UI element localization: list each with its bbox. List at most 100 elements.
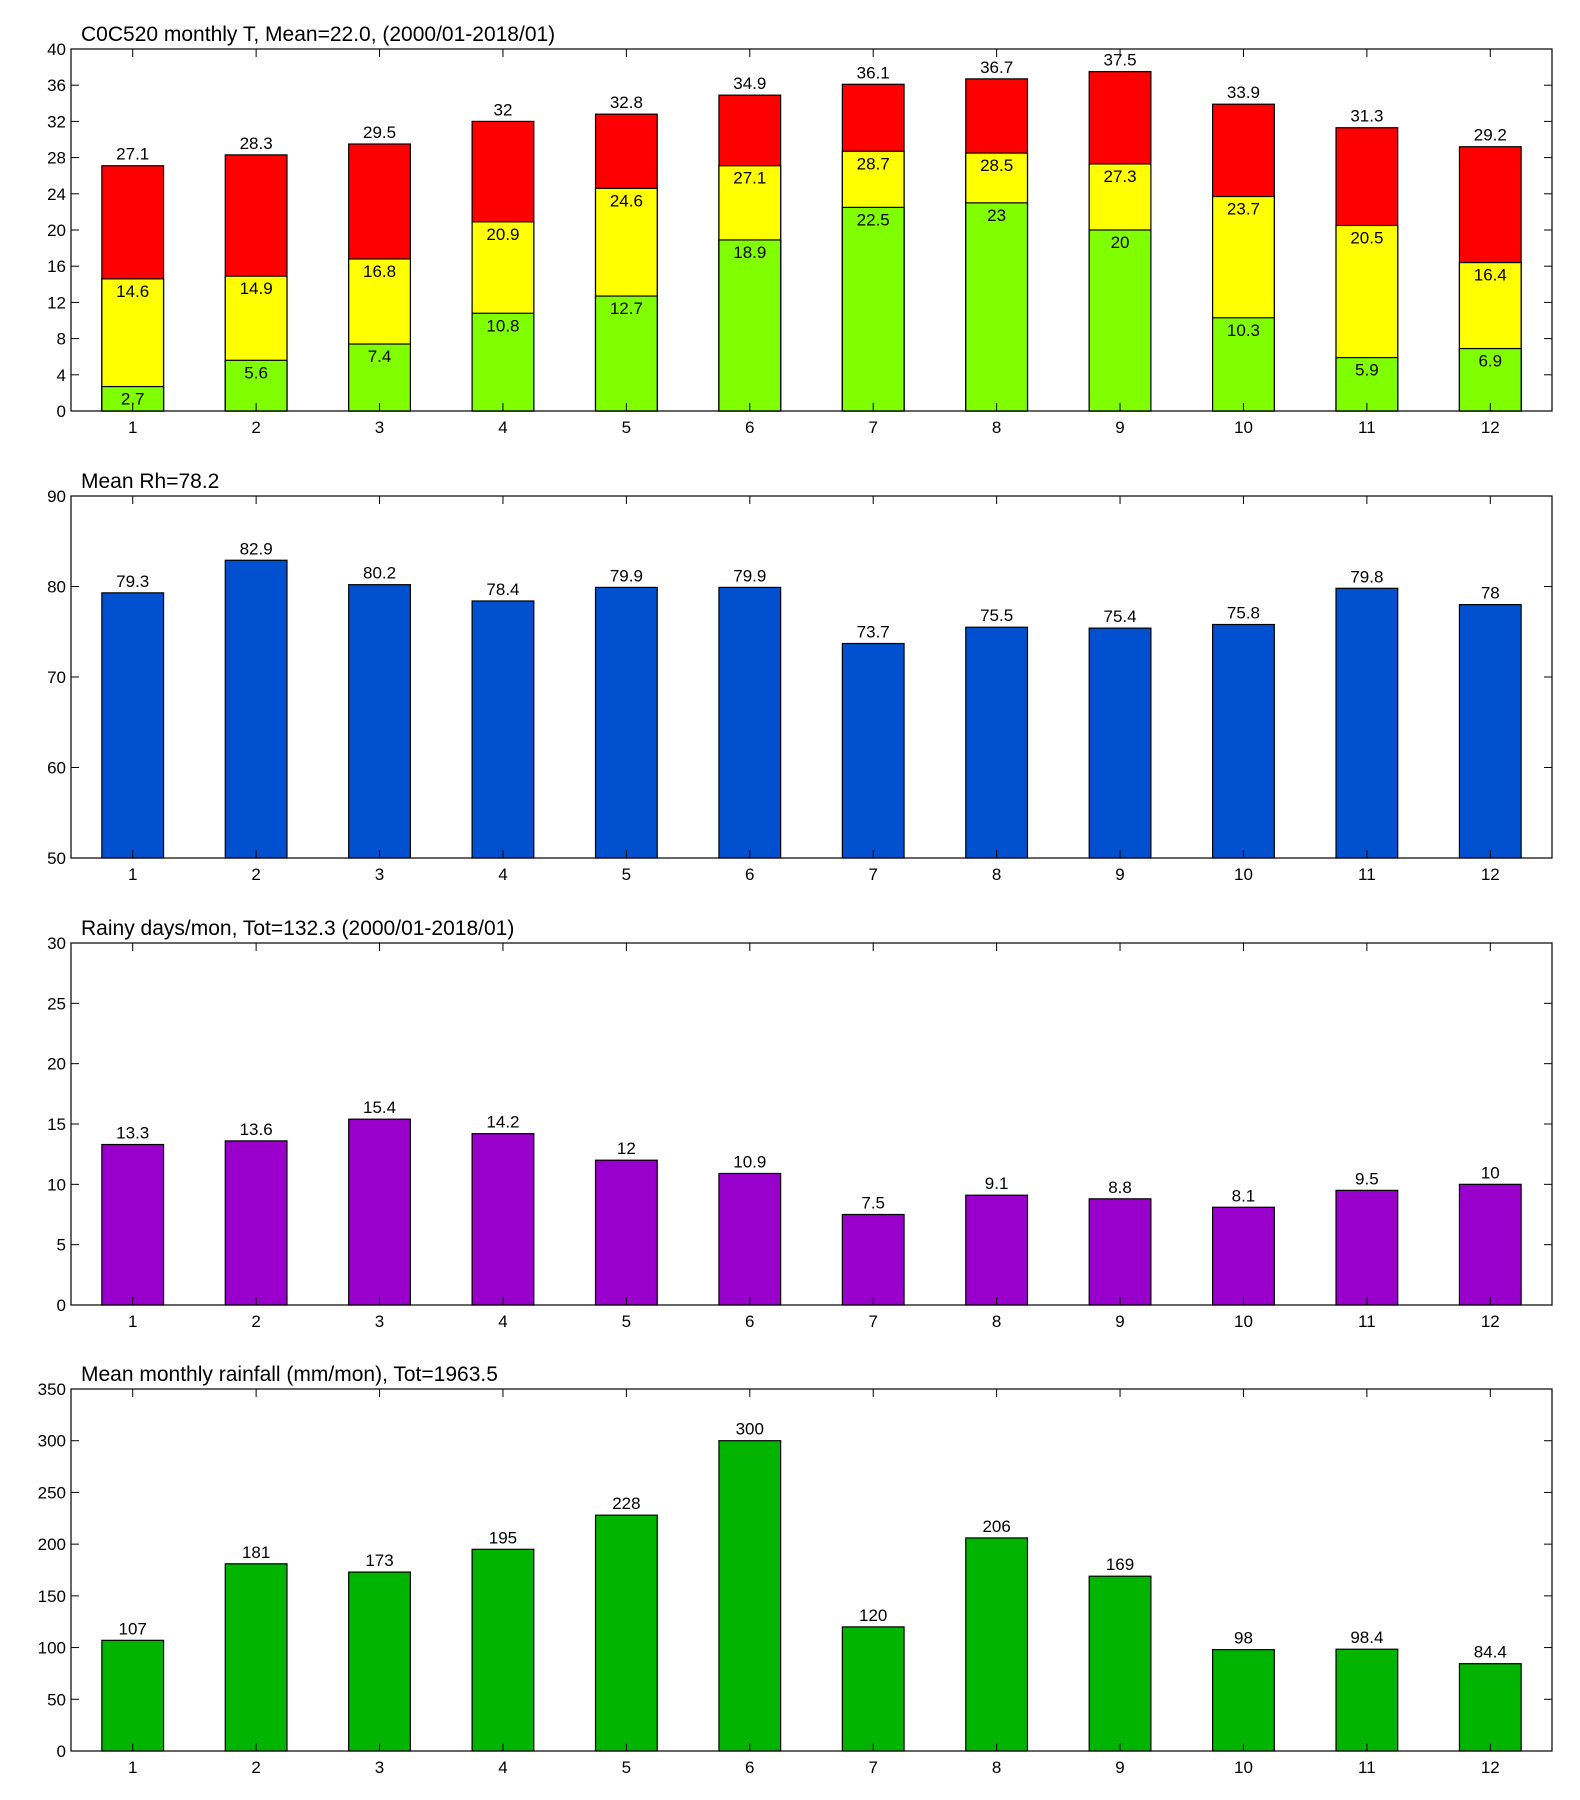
x-tick-label: 5 (622, 418, 631, 437)
y-tick-label: 250 (38, 1483, 66, 1502)
x-tick-label: 7 (868, 865, 877, 884)
x-tick-label: 10 (1234, 865, 1253, 884)
bar (101, 592, 165, 859)
x-tick-label: 3 (375, 1758, 384, 1777)
value-label: 84.4 (1474, 1643, 1507, 1662)
bar (471, 1548, 535, 1752)
x-tick-label: 10 (1234, 418, 1253, 437)
y-tick-label: 32 (47, 112, 66, 131)
value-label: 29.2 (1474, 126, 1507, 145)
bar (1458, 1183, 1522, 1306)
value-label: 16.4 (1474, 266, 1507, 285)
bar (1335, 357, 1399, 412)
bar (965, 1194, 1029, 1306)
value-label: 16.8 (363, 262, 396, 281)
bar (965, 202, 1029, 412)
value-label: 28.5 (980, 156, 1013, 175)
y-tick-label: 70 (47, 668, 66, 687)
x-tick-label: 8 (992, 1312, 1001, 1331)
x-tick-label: 2 (251, 1312, 260, 1331)
y-tick-label: 10 (47, 1175, 66, 1194)
x-tick-label: 6 (745, 1312, 754, 1331)
bar (718, 239, 782, 412)
value-label: 5.6 (244, 363, 268, 382)
bar (1088, 1575, 1152, 1752)
y-tick-label: 50 (47, 849, 66, 868)
bar (1212, 623, 1275, 859)
value-label: 79.3 (116, 572, 149, 591)
axes-frame (70, 942, 1553, 1306)
bar (1088, 1198, 1152, 1306)
bar (1212, 1206, 1275, 1306)
bar (841, 1626, 905, 1752)
x-tick-label: 7 (868, 1758, 877, 1777)
value-label: 10.9 (733, 1152, 766, 1171)
value-label: 23 (987, 206, 1006, 225)
value-label: 9.5 (1355, 1169, 1379, 1188)
bar (471, 1133, 535, 1306)
value-label: 12.7 (610, 299, 643, 318)
value-label: 7.5 (861, 1194, 885, 1213)
bar (1088, 229, 1152, 412)
y-tick-label: 12 (47, 293, 66, 312)
bar (348, 1118, 411, 1306)
value-label: 13.3 (116, 1124, 149, 1143)
x-tick-label: 11 (1358, 418, 1376, 437)
bar (224, 559, 288, 859)
value-label: 33.9 (1227, 83, 1260, 102)
value-label: 120 (859, 1606, 887, 1625)
value-label: 20.9 (486, 225, 519, 244)
x-tick-label: 6 (745, 865, 754, 884)
y-tick-label: 20 (47, 1055, 66, 1074)
value-label: 24.6 (610, 191, 643, 210)
bar (841, 642, 905, 859)
x-tick-label: 7 (868, 1312, 877, 1331)
value-label: 169 (1106, 1555, 1134, 1574)
x-tick-label: 1 (128, 865, 137, 884)
x-tick-label: 9 (1115, 865, 1124, 884)
value-label: 27.1 (116, 145, 149, 164)
value-label: 181 (242, 1543, 270, 1562)
bar (471, 600, 535, 859)
y-tick-label: 20 (47, 221, 66, 240)
axes-frame (70, 1388, 1553, 1752)
value-label: 13.6 (240, 1120, 273, 1139)
value-label: 5.9 (1355, 361, 1379, 380)
x-tick-label: 3 (375, 865, 384, 884)
value-label: 36.1 (857, 63, 890, 82)
value-label: 18.9 (733, 243, 766, 262)
bar (965, 626, 1029, 859)
value-label: 27.3 (1103, 167, 1136, 186)
value-label: 32 (493, 100, 512, 119)
value-label: 75.8 (1227, 604, 1260, 623)
x-tick-label: 2 (251, 418, 260, 437)
y-tick-label: 40 (47, 40, 66, 59)
value-label: 8.8 (1108, 1178, 1132, 1197)
bar (841, 1213, 905, 1306)
y-tick-label: 60 (47, 759, 66, 778)
value-label: 32.8 (610, 93, 643, 112)
axes-frame (70, 48, 1553, 412)
x-tick-label: 3 (375, 1312, 384, 1331)
bar (224, 359, 288, 412)
x-tick-label: 12 (1481, 1312, 1500, 1331)
bar (224, 1140, 288, 1306)
x-tick-label: 6 (745, 1758, 754, 1777)
value-label: 27.1 (733, 169, 766, 188)
axes-frame (70, 495, 1553, 859)
y-tick-label: 90 (47, 487, 66, 506)
bar (101, 1143, 165, 1306)
value-label: 9.1 (985, 1174, 1009, 1193)
value-label: 79.9 (733, 566, 766, 585)
y-tick-label: 0 (57, 1296, 66, 1315)
value-label: 75.4 (1103, 607, 1136, 626)
x-tick-label: 6 (745, 418, 754, 437)
value-label: 14.2 (486, 1113, 519, 1132)
x-tick-label: 12 (1481, 865, 1500, 884)
value-label: 228 (612, 1494, 640, 1513)
x-tick-label: 8 (992, 865, 1001, 884)
value-label: 300 (736, 1420, 764, 1439)
bar (594, 1514, 658, 1752)
value-label: 7.4 (368, 347, 392, 366)
value-label: 195 (489, 1528, 517, 1547)
